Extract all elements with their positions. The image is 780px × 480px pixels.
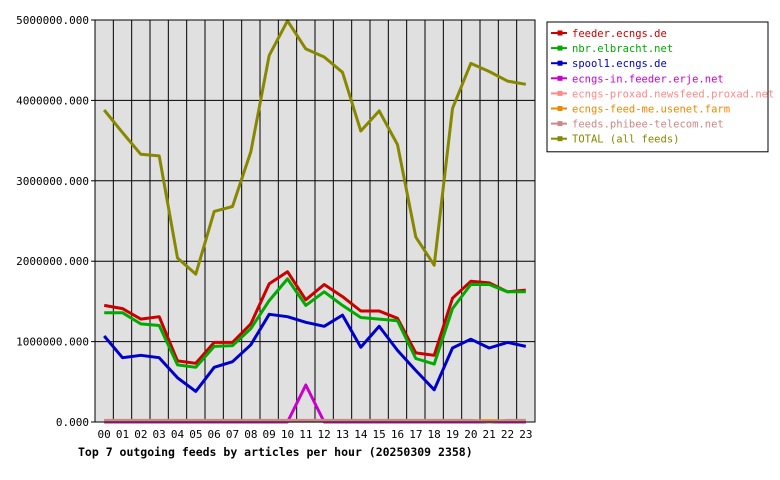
legend-marker — [557, 90, 563, 96]
x-tick-label: 09 — [263, 428, 276, 441]
legend-box — [546, 21, 769, 153]
series-line — [103, 312, 527, 393]
grid-lines — [95, 19, 535, 423]
y-tick-label: 2000000.000 — [16, 255, 89, 268]
chart-title: Top 7 outgoing feeds by articles per hou… — [78, 445, 473, 459]
legend-label: nbr.elbracht.net — [572, 43, 673, 55]
series-line — [103, 19, 527, 276]
x-tick-label: 03 — [153, 428, 166, 441]
legend-marker — [557, 45, 563, 51]
legend-marker — [557, 75, 563, 81]
legend: feeder.ecngs.de nbr.elbracht.net spool1.ec… — [546, 21, 774, 153]
y-tick-label: 5000000.000 — [16, 14, 89, 27]
legend-label: ecngs-feed-me.usenet.farm — [572, 104, 730, 116]
plot-border — [94, 19, 536, 423]
x-tick-label: 16 — [391, 428, 404, 441]
legend-label: ecngs-proxad.newsfeed.proxad.net — [572, 88, 774, 100]
x-tick-label: 11 — [299, 428, 312, 441]
y-tick-label: 3000000.000 — [16, 175, 89, 188]
x-tick-label: 22 — [501, 428, 514, 441]
x-tick-label: 23 — [519, 428, 532, 441]
series-line — [103, 270, 526, 365]
x-tick-label: 10 — [281, 428, 294, 441]
x-tick-label: 08 — [244, 428, 257, 441]
x-tick-label: 13 — [336, 428, 349, 441]
x-tick-label: 14 — [354, 428, 368, 441]
y-axis-ticks: 0.000 1000000.000 2000000.000 3000000.000 40… — [16, 14, 95, 429]
legend-label: ecngs-in.feeder.erje.net — [572, 73, 724, 85]
legend-marker — [557, 30, 563, 36]
x-tick-label: 02 — [134, 428, 147, 441]
y-tick-label: 4000000.000 — [16, 94, 89, 107]
legend-marker — [557, 106, 563, 111]
x-tick-label: 07 — [226, 428, 239, 441]
x-axis-ticks: 00 01 02 03 04 05 06 07 08 09 10 11 12 13 14 15 16 17 18 19… — [98, 428, 533, 441]
series-lines — [103, 19, 527, 424]
x-tick-label: 20 — [464, 428, 477, 441]
legend-label: TOTAL (all feeds) — [572, 134, 679, 146]
x-tick-label: 15 — [373, 428, 386, 441]
x-tick-label: 18 — [428, 428, 441, 441]
x-tick-label: 01 — [116, 428, 129, 441]
legend-marker — [557, 121, 563, 127]
y-tick-label: 1000000.000 — [16, 336, 89, 349]
legend-label: feeds.phibee-telecom.net — [572, 119, 724, 131]
series-line — [104, 418, 526, 424]
y-tick-label: 0.000 — [56, 416, 89, 429]
x-tick-label: 04 — [171, 428, 185, 441]
legend-label: spool1.ecngs.de — [572, 58, 667, 70]
x-tick-label: 05 — [189, 428, 202, 441]
legend-marker — [557, 136, 563, 142]
x-tick-label: 21 — [483, 428, 496, 441]
x-tick-label: 17 — [409, 428, 422, 441]
x-tick-label: 00 — [98, 428, 111, 441]
series-line — [104, 277, 526, 369]
x-tick-label: 12 — [318, 428, 331, 441]
x-tick-label: 06 — [208, 428, 221, 441]
x-tick-label: 19 — [446, 428, 459, 441]
legend-label: feeder.ecngs.de — [572, 28, 667, 40]
legend-marker — [557, 60, 563, 66]
